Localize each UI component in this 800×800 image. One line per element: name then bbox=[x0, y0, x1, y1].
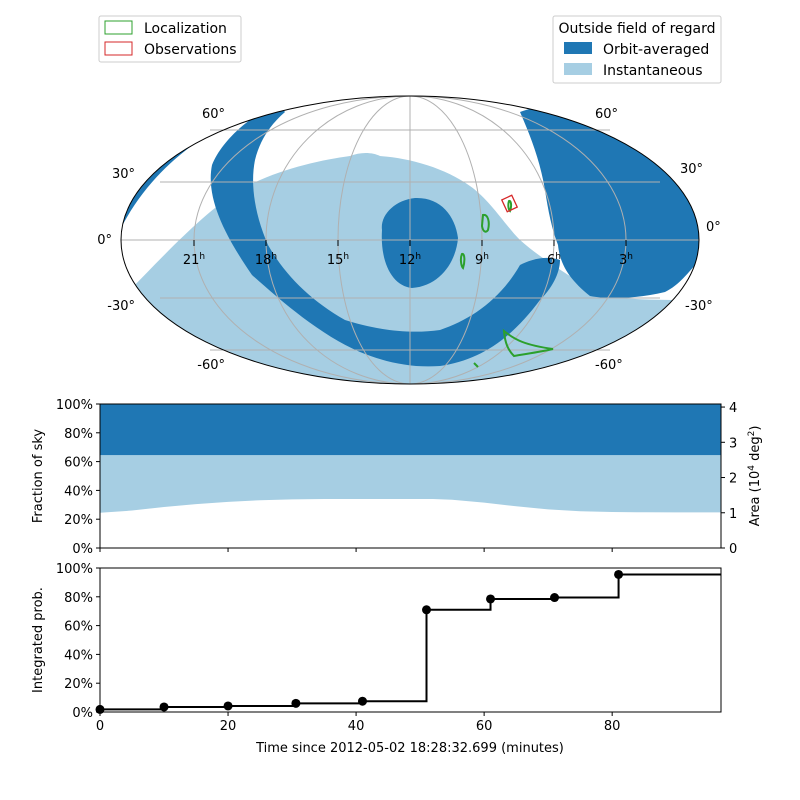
legend-right: Outside field of regard Orbit-averaged I… bbox=[552, 15, 722, 84]
legend-right-title: Outside field of regard bbox=[558, 21, 715, 37]
localization-contour-4 bbox=[473, 362, 479, 368]
fraction-ylabel: Fraction of sky bbox=[31, 429, 46, 524]
probability-marker bbox=[223, 701, 233, 711]
fraction-ytick-label: 20% bbox=[64, 513, 93, 528]
fraction-right-axis: 0 1 2 3 4 bbox=[721, 401, 737, 557]
probability-ytick-label: 100% bbox=[56, 562, 93, 577]
probability-ytick-label: 60% bbox=[64, 620, 93, 635]
lat-label-right-30: 30° bbox=[680, 162, 703, 177]
lat-label-left-0: 0° bbox=[97, 233, 112, 248]
ra-label-15h: 15h bbox=[327, 252, 349, 268]
ra-label-12h: 12h bbox=[399, 252, 421, 268]
legend-observations-label: Observations bbox=[144, 42, 237, 58]
fraction-ytick-label: 40% bbox=[64, 484, 93, 499]
ra-label-3h: 3h bbox=[619, 252, 633, 268]
localization-contour-3 bbox=[502, 328, 554, 358]
probability-marker bbox=[291, 698, 301, 708]
probability-xtick-label: 40 bbox=[348, 719, 365, 734]
orbit-averaged-region-left-band bbox=[210, 112, 560, 367]
legend-left: Localization Observations bbox=[98, 15, 242, 63]
fraction-y-axis: 0% 20% 40% 60% 80% 100% bbox=[56, 398, 100, 557]
fraction-area-instantaneous bbox=[100, 455, 721, 513]
ra-label-18h: 18h bbox=[255, 252, 277, 268]
probability-y-axis: 0% 20% 40% 60% 80% 100% bbox=[56, 562, 100, 721]
lat-label-right-0: 0° bbox=[706, 220, 721, 235]
localization-swatch bbox=[104, 20, 133, 35]
localization-contour-2 bbox=[459, 252, 466, 270]
sky-map-boundary bbox=[120, 95, 700, 385]
localization-contours bbox=[459, 199, 554, 368]
ra-label-6h: 6h bbox=[547, 252, 561, 268]
ra-label-9h: 9h bbox=[475, 252, 489, 268]
lat-label-left-60: 60° bbox=[202, 107, 225, 122]
fraction-area-orbit-averaged bbox=[100, 404, 721, 456]
fraction-ytick-label: 60% bbox=[64, 456, 93, 471]
lat-label-left-30: 30° bbox=[112, 167, 135, 182]
probability-ylabel: Integrated prob. bbox=[31, 587, 46, 693]
probability-x-axis: 0 20 40 60 80 bbox=[96, 712, 621, 734]
ra-label-21h: 21h bbox=[183, 252, 205, 268]
probability-marker bbox=[159, 702, 169, 712]
probability-series bbox=[95, 569, 721, 714]
fraction-right-tick-label: 2 bbox=[729, 472, 737, 487]
probability-ytick-label: 0% bbox=[72, 706, 93, 721]
fraction-ytick-label: 0% bbox=[72, 542, 93, 557]
fraction-ytick-label: 100% bbox=[56, 398, 93, 413]
probability-marker bbox=[550, 593, 560, 603]
legend-right-frame bbox=[552, 15, 722, 84]
fraction-right-tick-label: 1 bbox=[729, 507, 737, 522]
fraction-x-ticks bbox=[99, 548, 613, 552]
probability-xtick-label: 20 bbox=[220, 719, 237, 734]
lat-label-right-m60: -60° bbox=[595, 358, 623, 373]
fraction-right-tick-label: 0 bbox=[729, 542, 737, 557]
fraction-areas bbox=[100, 404, 721, 513]
legend-left-frame bbox=[98, 15, 242, 63]
probability-xtick-label: 0 bbox=[96, 719, 104, 734]
localization-contour-1 bbox=[480, 213, 490, 233]
probability-step-line bbox=[100, 573, 721, 711]
lat-label-left-m60: -60° bbox=[197, 358, 225, 373]
probability-ytick-label: 80% bbox=[64, 591, 93, 606]
probability-marker bbox=[614, 569, 624, 579]
observations-swatch bbox=[104, 41, 133, 56]
probability-ytick-label: 40% bbox=[64, 648, 93, 663]
probability-chart-frame bbox=[99, 567, 722, 713]
probability-marker bbox=[422, 605, 432, 615]
probability-xtick-label: 60 bbox=[476, 719, 493, 734]
lat-label-right-60: 60° bbox=[595, 107, 618, 122]
orbit-averaged-swatch bbox=[564, 42, 592, 54]
instantaneous-swatch bbox=[564, 63, 592, 75]
probability-ytick-label: 20% bbox=[64, 677, 93, 692]
legend-instantaneous-label: Instantaneous bbox=[603, 63, 703, 79]
fraction-ytick-label: 80% bbox=[64, 427, 93, 442]
sky-map: 60° 30° 0° -30° -60° 60° 30° 0° -30° -60… bbox=[97, 95, 721, 385]
fraction-right-tick-label: 3 bbox=[729, 436, 737, 451]
fraction-chart-frame bbox=[99, 403, 722, 549]
lat-labels-right: 60° 30° 0° -30° -60° bbox=[595, 107, 721, 373]
lat-labels-left: 60° 30° 0° -30° -60° bbox=[97, 107, 225, 373]
observation-footprint bbox=[500, 194, 519, 213]
probability-chart: 0% 20% 40% 60% 80% 100% 0 20 40 60 80 Integrated … bbox=[31, 562, 722, 756]
lat-label-left-m30: -30° bbox=[107, 299, 135, 314]
probability-marker bbox=[357, 696, 367, 706]
orbit-averaged-region-center bbox=[381, 197, 458, 288]
fraction-right-tick-label: 4 bbox=[729, 401, 737, 416]
legend-orbit-averaged-label: Orbit-averaged bbox=[603, 42, 709, 58]
ra-labels: 21h 18h 15h 12h 9h 6h 3h bbox=[183, 252, 633, 268]
ra-ticks bbox=[193, 240, 627, 246]
probability-xlabel: Time since 2012-05-02 18:28:32.699 (minu… bbox=[255, 741, 564, 756]
fraction-chart: 0% 20% 40% 60% 80% 100% 0 1 2 3 4 Fraction of sky… bbox=[31, 398, 763, 557]
lat-label-right-m30: -30° bbox=[685, 299, 713, 314]
legend-localization-label: Localization bbox=[144, 21, 227, 37]
fraction-ylabel-right: Area (104 deg2) bbox=[747, 426, 763, 527]
probability-marker bbox=[486, 594, 496, 604]
probability-xtick-label: 80 bbox=[604, 719, 621, 734]
